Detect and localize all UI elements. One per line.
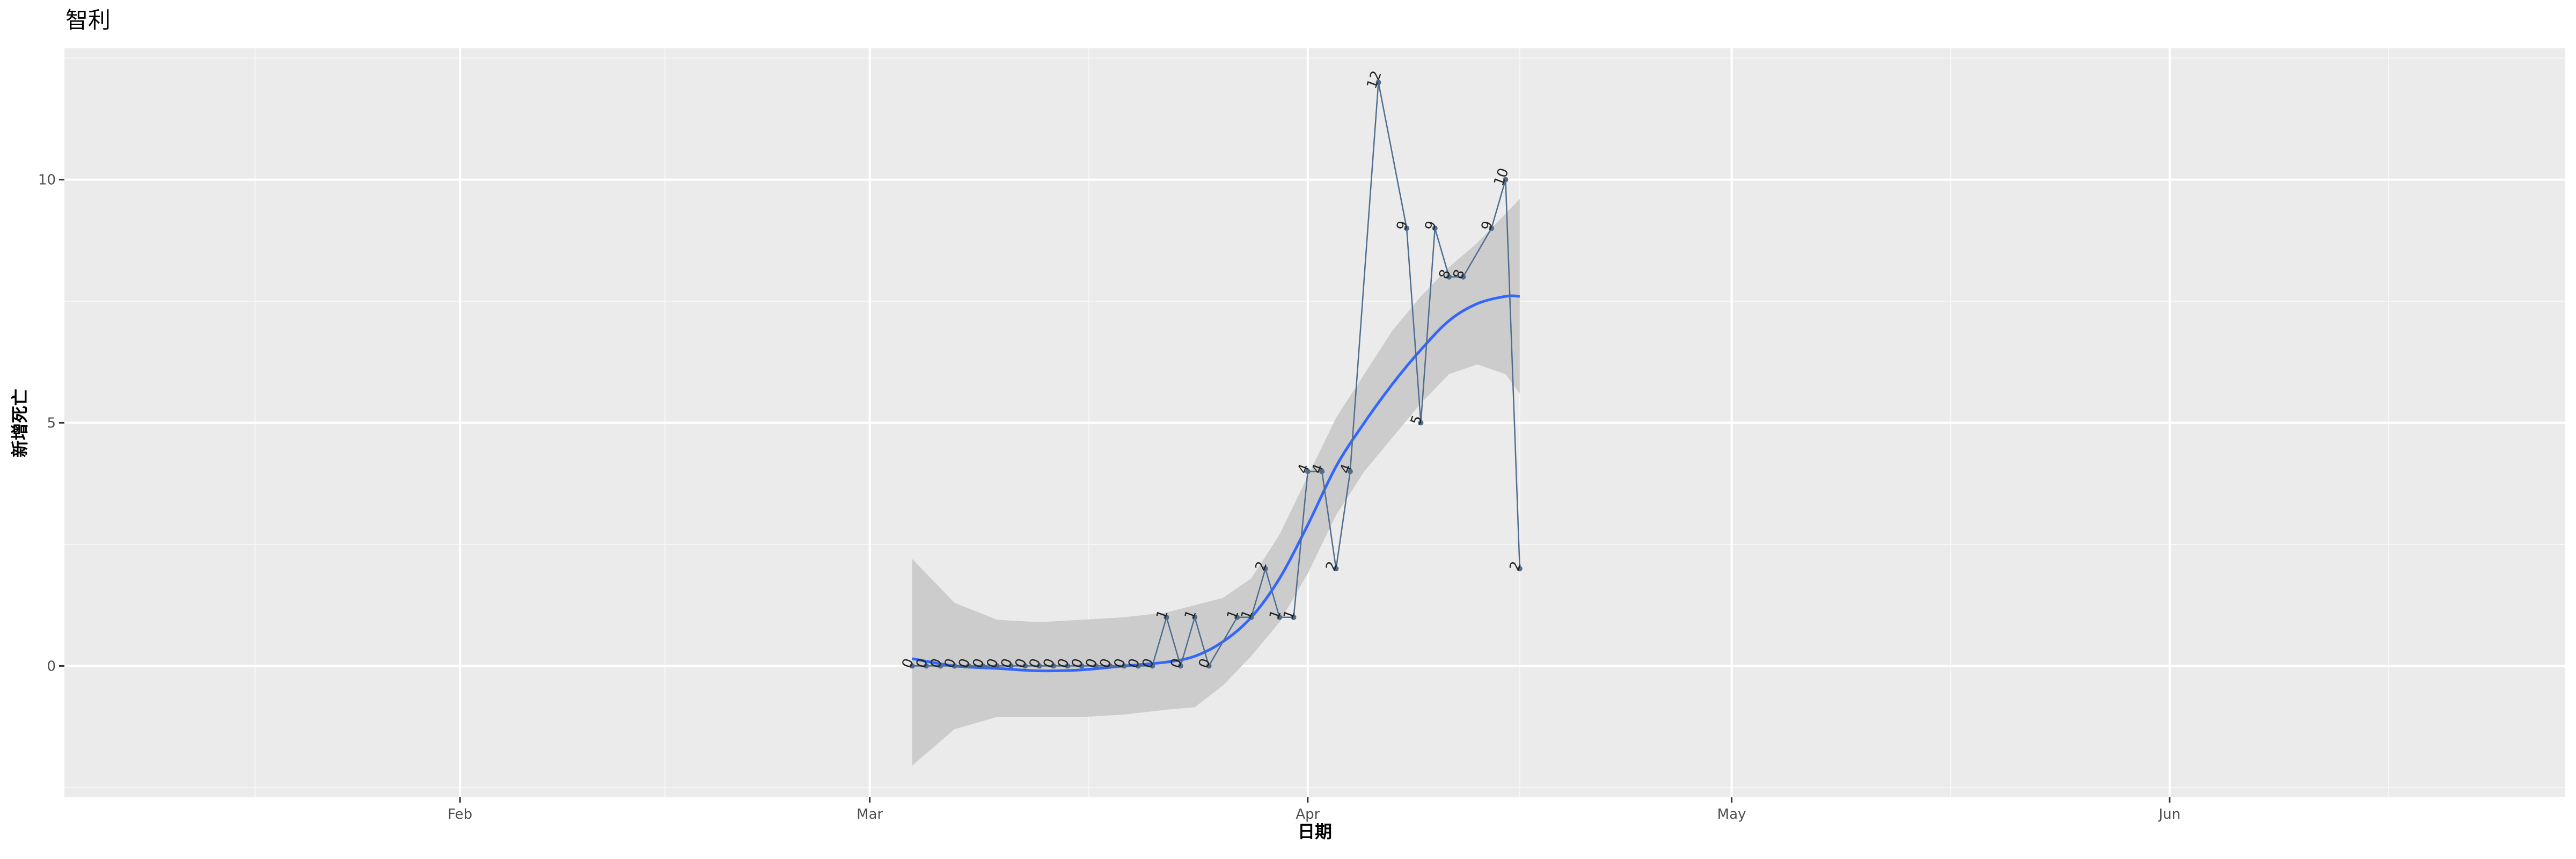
data-point: [1460, 274, 1466, 280]
data-point: [1065, 663, 1071, 669]
x-tick-label: Feb: [448, 806, 472, 822]
data-point: [994, 663, 1000, 669]
data-point: [1319, 469, 1325, 475]
smooth-trend-line: [912, 294, 1520, 673]
data-point: [909, 663, 915, 669]
axis-layer: 0 5 10 Feb Mar Apr May Jun: [38, 172, 2180, 822]
data-point: [1121, 663, 1127, 669]
data-point: [1347, 469, 1353, 475]
data-point: [1135, 663, 1141, 669]
data-point: [1404, 225, 1410, 231]
data-point: [1008, 663, 1014, 669]
data-point: [1022, 663, 1028, 669]
y-tick-label: 10: [38, 172, 56, 188]
x-axis-title: 日期: [1298, 821, 1332, 842]
y-tick-label: 5: [47, 416, 56, 432]
data-point: [1177, 663, 1183, 669]
data-point: [1093, 663, 1099, 669]
data-point: [1503, 177, 1509, 183]
y-axis-title: 新增死亡: [10, 389, 30, 457]
data-point: [1036, 663, 1042, 669]
data-point: [965, 663, 971, 669]
data-point: [1192, 614, 1198, 620]
data-point: [1206, 663, 1212, 669]
data-point: [1305, 469, 1311, 475]
data-point: [938, 663, 943, 669]
x-tick-label: Apr: [1296, 806, 1320, 822]
data-point: [952, 663, 957, 669]
data-point: [1277, 614, 1283, 620]
data-point: [1333, 566, 1339, 572]
confidence-band-layer: [912, 199, 1520, 766]
data-point: [1375, 79, 1381, 85]
confidence-band: [912, 199, 1520, 766]
data-point: [1418, 420, 1424, 426]
x-tick-label: May: [1717, 806, 1746, 822]
data-point: [923, 663, 929, 669]
data-point: [1446, 274, 1452, 280]
x-tick-label: Mar: [857, 806, 883, 822]
data-point: [1163, 614, 1169, 620]
y-tick-label: 0: [47, 658, 56, 674]
point-layer: [909, 79, 1523, 669]
data-point: [1050, 663, 1056, 669]
data-point: [980, 663, 986, 669]
grid-layer: [64, 48, 2565, 797]
data-point: [1432, 225, 1438, 231]
data-point: [1262, 566, 1268, 572]
series-line-layer: [912, 82, 1521, 673]
data-point: [1517, 566, 1523, 572]
data-point: [1248, 614, 1254, 620]
data-point: [1489, 225, 1495, 231]
data-point: [1291, 614, 1297, 620]
chart-title: 智利: [65, 7, 111, 33]
data-point: [1107, 663, 1113, 669]
data-point: [1234, 614, 1240, 620]
x-tick-label: Jun: [2158, 806, 2181, 822]
series-line: [912, 82, 1521, 668]
data-point: [1079, 663, 1085, 669]
data-point: [1150, 663, 1155, 669]
